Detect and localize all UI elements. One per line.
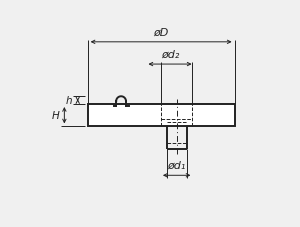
Text: h: h	[65, 96, 72, 106]
Text: øD: øD	[153, 27, 169, 37]
Text: ød₁: ød₁	[167, 160, 186, 170]
Text: ød₂: ød₂	[161, 49, 179, 59]
Bar	[88, 105, 235, 127]
Text: H: H	[52, 111, 60, 121]
